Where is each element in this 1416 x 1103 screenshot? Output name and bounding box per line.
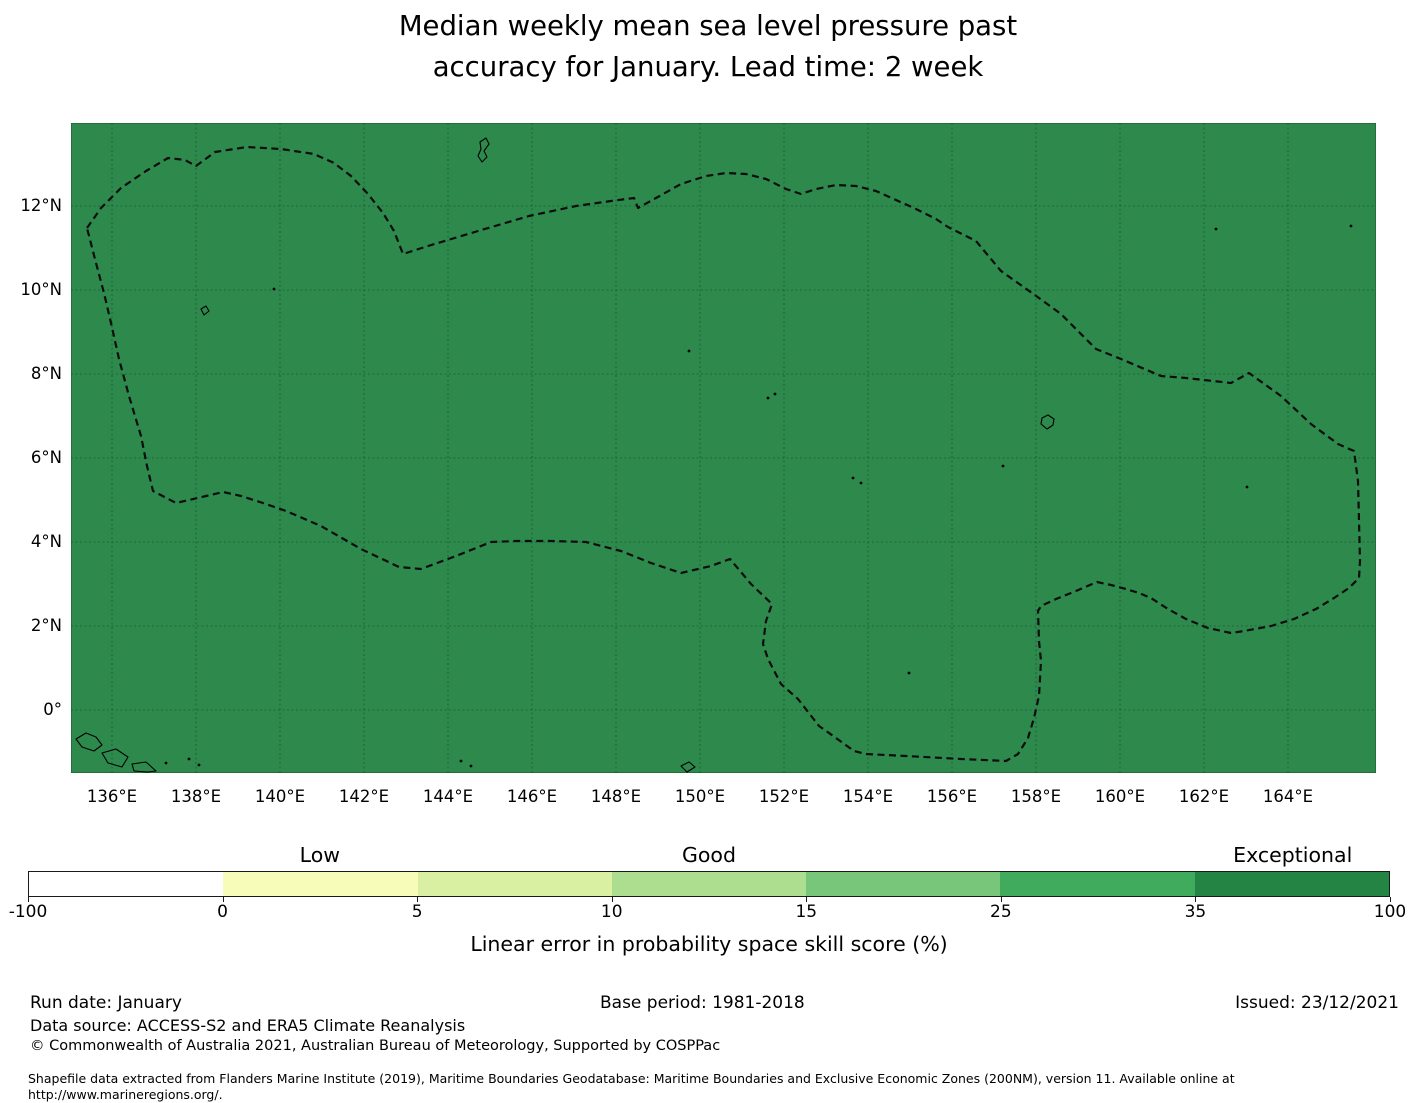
colorbar-tick-label: 100 bbox=[1373, 902, 1407, 922]
colorbar-tick-mark bbox=[806, 897, 808, 902]
island-outline bbox=[477, 137, 490, 163]
colorbar-tick-mark bbox=[1390, 897, 1391, 902]
y-axis-tick-label: 12°N bbox=[20, 196, 62, 215]
x-axis-tick-label: 152°E bbox=[758, 787, 810, 806]
island-dot bbox=[851, 476, 855, 480]
shapefile-attribution-text: Shapefile data extracted from Flanders M… bbox=[28, 1071, 1235, 1102]
x-axis-tick-label: 158°E bbox=[1010, 787, 1062, 806]
island-dot bbox=[773, 392, 777, 396]
x-axis-tick-label: 140°E bbox=[254, 787, 306, 806]
colorbar-tick-mark bbox=[611, 897, 613, 902]
island-dot bbox=[272, 287, 276, 291]
colorbar-tick-label: 35 bbox=[1184, 902, 1207, 922]
x-axis-tick-label: 142°E bbox=[338, 787, 390, 806]
colorbar-segment bbox=[417, 872, 612, 896]
colorbar-tick-label: 5 bbox=[411, 902, 423, 922]
colorbar-axis-label: Linear error in probability space skill … bbox=[470, 932, 948, 956]
map-svg bbox=[71, 123, 1376, 773]
island-dot bbox=[1349, 224, 1353, 228]
x-axis-tick-label: 162°E bbox=[1178, 787, 1230, 806]
x-axis-tick-label: 164°E bbox=[1262, 787, 1314, 806]
map-background bbox=[71, 123, 1376, 773]
colorbar-tick-label: 0 bbox=[217, 902, 228, 922]
colorbar-tick-label: 15 bbox=[795, 902, 818, 922]
island-dot bbox=[859, 481, 863, 485]
colorbar-tick-mark bbox=[28, 897, 29, 902]
island-dot bbox=[164, 761, 168, 765]
colorbar-tick-mark bbox=[1000, 897, 1002, 902]
island-dot bbox=[187, 757, 191, 761]
colorbar-category-label: Low bbox=[299, 843, 341, 867]
x-axis-tick-label: 144°E bbox=[422, 787, 474, 806]
colorbar-segment bbox=[1194, 872, 1389, 896]
colorbar-category-label: Good bbox=[682, 843, 736, 867]
map-plot bbox=[71, 123, 1376, 773]
island-outline bbox=[75, 732, 103, 752]
data-source-text: Data source: ACCESS-S2 and ERA5 Climate … bbox=[30, 1016, 466, 1035]
y-axis-tick-label: 8°N bbox=[30, 364, 62, 383]
colorbar-tick-mark bbox=[222, 897, 224, 902]
island-dot bbox=[1214, 227, 1218, 231]
copyright-text: © Commonwealth of Australia 2021, Austra… bbox=[30, 1038, 721, 1054]
x-axis-tick-label: 160°E bbox=[1094, 787, 1146, 806]
island-dot bbox=[1001, 464, 1005, 468]
island-outline bbox=[1040, 414, 1055, 430]
y-axis-tick-label: 0° bbox=[43, 700, 62, 719]
island-outline bbox=[680, 761, 696, 773]
island-dot bbox=[766, 396, 770, 400]
title-line-2: accuracy for January. Lead time: 2 week bbox=[432, 50, 984, 83]
colorbar-segment bbox=[223, 872, 418, 896]
colorbar-category-label: Exceptional bbox=[1233, 843, 1353, 867]
island-dot bbox=[687, 349, 691, 353]
x-axis-tick-label: 150°E bbox=[674, 787, 726, 806]
colorbar bbox=[28, 871, 1390, 897]
colorbar-tick-mark bbox=[417, 897, 419, 902]
x-axis-tick-label: 138°E bbox=[170, 787, 222, 806]
y-axis-tick-label: 10°N bbox=[20, 280, 62, 299]
colorbar-tick-label: 25 bbox=[990, 902, 1012, 922]
y-axis-tick-label: 6°N bbox=[30, 448, 62, 467]
island-dot bbox=[1245, 485, 1249, 489]
colorbar-tick-mark bbox=[1195, 897, 1197, 902]
island-outline bbox=[131, 761, 157, 773]
base-period-text: Base period: 1981-2018 bbox=[600, 993, 805, 1013]
run-date-text: Run date: January bbox=[30, 993, 182, 1013]
island-dot bbox=[907, 671, 911, 675]
x-axis-tick-label: 154°E bbox=[842, 787, 894, 806]
x-axis-tick-label: 136°E bbox=[86, 787, 138, 806]
colorbar-segment bbox=[611, 872, 807, 896]
x-axis-tick-label: 148°E bbox=[590, 787, 642, 806]
y-axis-tick-label: 2°N bbox=[30, 616, 62, 635]
colorbar-segment bbox=[806, 872, 1001, 896]
title-line-1: Median weekly mean sea level pressure pa… bbox=[398, 10, 1018, 42]
x-axis-tick-label: 156°E bbox=[926, 787, 978, 806]
island-outline bbox=[101, 748, 129, 768]
colorbar-tick-label: -100 bbox=[8, 902, 48, 922]
x-axis-tick-label: 146°E bbox=[506, 787, 558, 806]
page-title: Median weekly mean sea level pressure pa… bbox=[0, 6, 1416, 87]
issued-date-text: Issued: 23/12/2021 bbox=[1235, 993, 1399, 1013]
island-dot bbox=[197, 763, 201, 767]
colorbar-segment bbox=[1000, 872, 1195, 896]
colorbar-segment bbox=[29, 872, 224, 896]
colorbar-tick-label: 10 bbox=[600, 902, 623, 922]
y-axis-tick-label: 4°N bbox=[30, 532, 62, 551]
island-dot bbox=[469, 764, 473, 768]
island-outline bbox=[200, 305, 210, 316]
island-dot bbox=[459, 759, 463, 763]
